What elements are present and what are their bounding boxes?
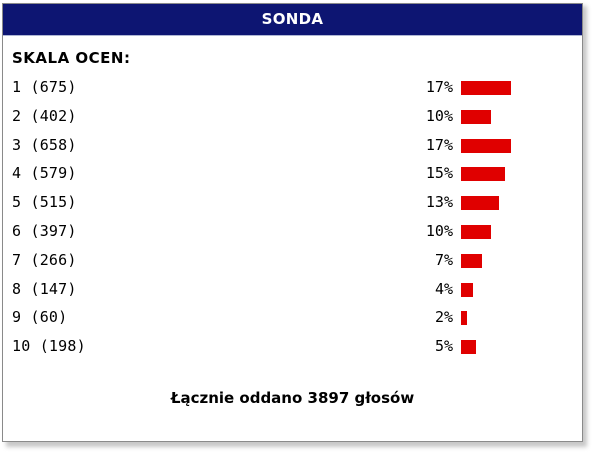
poll-row-percent: 10%	[425, 221, 453, 240]
poll-row: 7 (266) 7%	[3, 249, 582, 278]
poll-row-label: 4 (579)	[12, 164, 77, 183]
poll-row-label: 7 (266)	[12, 250, 77, 269]
poll-row-percent: 5%	[434, 337, 453, 356]
poll-row-bar	[461, 109, 491, 124]
poll-row-percent: 17%	[425, 78, 453, 96]
poll-row-bar	[461, 167, 505, 182]
total-votes: Łącznie oddano 3897 głosów	[170, 389, 415, 407]
poll-row-percent: 13%	[425, 193, 453, 212]
poll-row-percent: 7%	[434, 250, 453, 269]
poll-row-bar	[461, 311, 467, 326]
poll-row-percent: 17%	[425, 135, 453, 154]
poll-row: 9 (60) 2%	[3, 306, 582, 335]
poll-row-bar	[461, 138, 511, 153]
poll-row-bar	[461, 340, 476, 355]
poll-row-label: 5 (515)	[12, 193, 77, 212]
poll-row-label: 3 (658)	[12, 135, 77, 154]
poll-row-label: 2 (402)	[12, 106, 77, 125]
poll-header: SONDA	[3, 4, 582, 36]
poll-row-label: 1 (675)	[12, 78, 77, 96]
poll-row: 4 (579) 15%	[3, 162, 582, 191]
poll-row-label: 8 (147)	[12, 279, 77, 298]
poll-row: 10 (198) 5%	[3, 335, 582, 364]
poll-row: 3 (658) 17%	[3, 134, 582, 163]
poll-row-label: 6 (397)	[12, 221, 77, 240]
poll-row-percent: 4%	[434, 279, 453, 298]
poll-row: 6 (397) 10%	[3, 220, 582, 249]
poll-row: 8 (147) 4%	[3, 278, 582, 307]
poll-row-bar	[461, 196, 499, 211]
scale-title: SKALA OCEN:	[12, 49, 131, 67]
poll-row-percent: 2%	[434, 308, 453, 327]
poll-row: 2 (402) 10%	[3, 105, 582, 134]
poll-row-percent: 15%	[425, 164, 453, 183]
poll-row-percent: 10%	[425, 106, 453, 125]
poll-panel: SONDA SKALA OCEN: 1 (675) 17% 2 (402) 10…	[2, 3, 583, 442]
poll-row-label: 10 (198)	[12, 337, 86, 356]
poll-row-bar	[461, 224, 491, 239]
poll-results: 1 (675) 17% 2 (402) 10% 3 (658) 17% 4 (5…	[3, 76, 582, 364]
poll-row-bar	[461, 81, 511, 95]
poll-row-label: 9 (60)	[12, 308, 68, 327]
poll-row: 1 (675) 17%	[3, 76, 582, 105]
poll-row-bar	[461, 282, 473, 297]
poll-row-bar	[461, 253, 482, 268]
poll-row: 5 (515) 13%	[3, 191, 582, 220]
